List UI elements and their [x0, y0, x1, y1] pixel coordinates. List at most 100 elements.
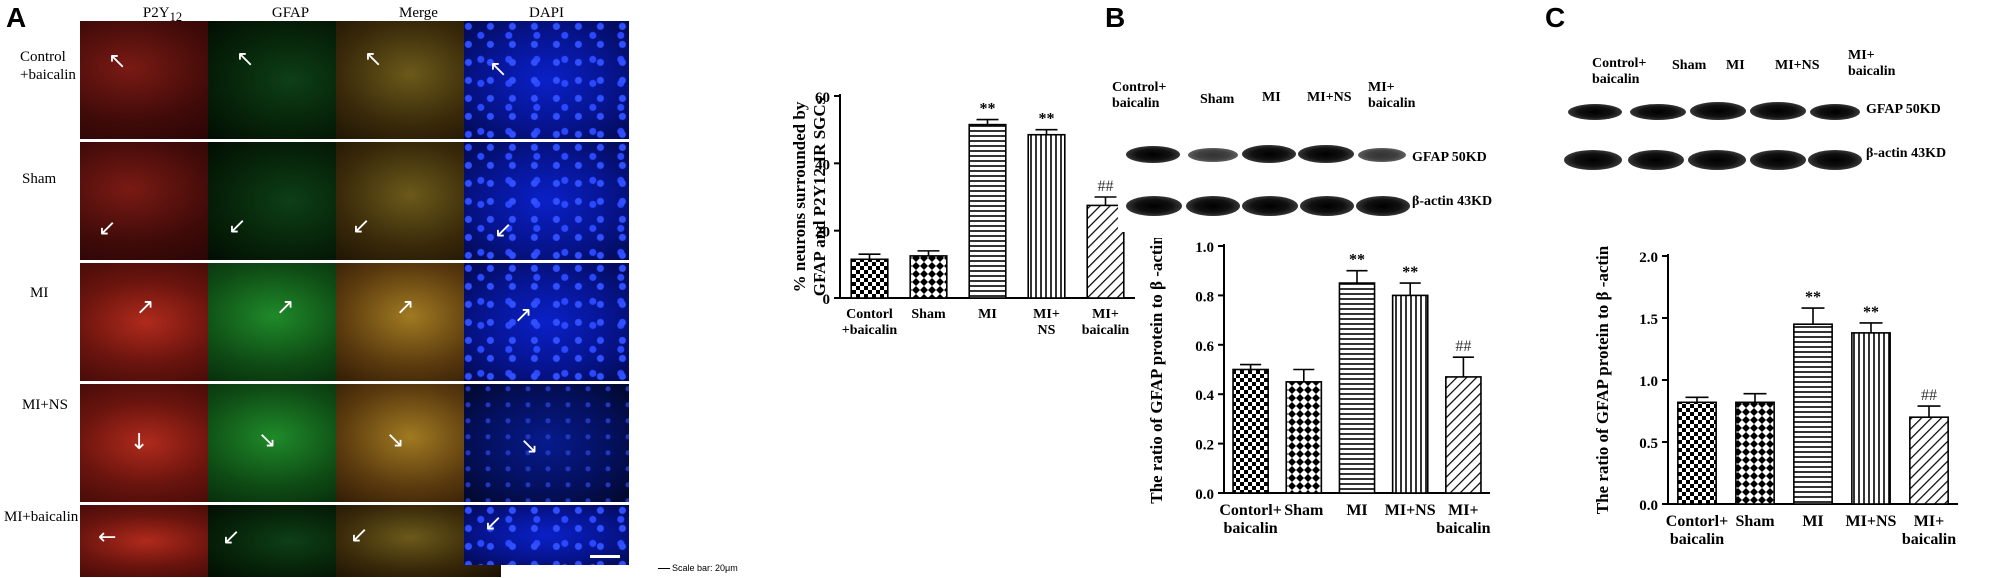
blot-band	[1564, 150, 1622, 170]
y-tick-label: 0.0	[1195, 487, 1214, 503]
bar	[1793, 323, 1833, 505]
y-tick-label: 0	[823, 292, 831, 308]
arrow-icon: ↗	[136, 295, 155, 320]
x-category-label: Sham	[911, 307, 946, 322]
chart-b: 0.0 0.2 0.4 0.6 0.8 1.0 The ratio of GFAP prot…	[1147, 238, 1491, 537]
blot-band	[1568, 104, 1622, 120]
bar	[1338, 282, 1376, 494]
western-blot-b	[1118, 140, 1410, 232]
blot-band	[1298, 145, 1354, 163]
bar	[968, 123, 1007, 299]
arrow-icon: ↗	[514, 303, 533, 328]
blot-band	[1630, 104, 1686, 120]
lane-label-line1: Control+	[1592, 56, 1647, 71]
blot-band	[1186, 196, 1240, 216]
x-category-label: MI	[978, 307, 997, 322]
arrow-icon: ←	[98, 525, 117, 550]
significance-label: ##	[1455, 338, 1471, 355]
scale-bar-line	[590, 555, 620, 558]
panel-b-letter: B	[1105, 2, 1126, 33]
x-category-label: +baicalin	[842, 323, 898, 338]
x-category-label: NS	[1038, 323, 1056, 338]
x-category-label: baicalin	[1223, 520, 1277, 537]
significance-label: **	[1349, 252, 1365, 269]
y-tick-label: 0.8	[1195, 289, 1214, 305]
column-header-dapi: DAPI	[528, 5, 564, 21]
lane-label-c-4: MI+NS	[1775, 58, 1820, 73]
western-blot-c	[1560, 100, 1862, 180]
lane-label-line2: baicalin	[1112, 96, 1160, 111]
x-category-label: MI+	[1033, 307, 1060, 322]
scale-bar-text: Scale bar: 20μm	[672, 563, 738, 573]
bar	[1445, 376, 1482, 494]
arrow-icon: ↖	[364, 47, 383, 72]
scale-bar-label: Scale bar: 20μm	[658, 563, 738, 573]
bar	[1909, 416, 1949, 505]
bar	[1851, 332, 1891, 505]
column-header-merge: Merge	[399, 5, 438, 21]
row-label-mi-ns: MI+NS	[22, 397, 68, 413]
blot-band	[1188, 148, 1238, 162]
y-axis-label: GFAP and P2Y12-IR SGCs	[810, 97, 829, 296]
band-label-gfap-b: GFAP 50KD	[1412, 150, 1487, 165]
blot-band	[1690, 102, 1746, 120]
x-category-label: MI+NS	[1846, 513, 1897, 530]
arrow-icon: ↓	[130, 430, 149, 455]
row-label-sham: Sham	[22, 171, 57, 187]
x-category-label: Contorl	[846, 307, 893, 322]
micrograph-dapi-mi-baicalin: ↙	[464, 505, 629, 565]
micrograph-dapi-mi-ns: ↘	[464, 384, 629, 502]
lane-label-c-1: Control+ baicalin	[1592, 56, 1646, 88]
chart-c: 0.0 0.5 1.0 1.5 2.0 The ratio of GFAP protein…	[1593, 245, 1958, 548]
y-tick-label: 0.2	[1195, 438, 1214, 454]
x-category-label: Sham	[1735, 513, 1775, 530]
arrow-icon: ↖	[489, 57, 508, 82]
arrow-icon: ↙	[228, 214, 247, 239]
lane-label-line1: MI+	[1848, 48, 1875, 63]
arrow-icon: ↖	[108, 49, 127, 74]
x-category-label: Contorl+	[1666, 513, 1728, 530]
arrow-icon: ↘	[520, 434, 539, 459]
y-axis-label: The ratio of GFAP protein to β -actin	[1593, 245, 1612, 514]
blot-band	[1750, 102, 1806, 120]
blot-band	[1808, 150, 1862, 170]
micrograph-dapi-mi: ↗	[464, 263, 629, 381]
row-label-control-baicalin: Control +baicalin	[20, 48, 76, 84]
significance-label: **	[1039, 111, 1055, 128]
arrow-icon: ↖	[236, 47, 255, 72]
lane-label-c-3: MI	[1726, 58, 1745, 73]
arrow-icon: ↗	[276, 295, 295, 320]
arrow-icon: ↙	[352, 214, 371, 239]
x-category-label: MI	[1802, 513, 1823, 530]
y-axis-label: The ratio of GFAP protein to β -actin	[1147, 238, 1166, 504]
x-category-label: MI+	[1448, 502, 1478, 519]
blot-band	[1242, 145, 1296, 163]
y-tick-label: 0.4	[1195, 388, 1214, 404]
blot-band	[1356, 196, 1410, 216]
column-header-gfap: GFAP	[271, 5, 310, 21]
blot-band	[1242, 196, 1298, 216]
arrow-icon: ↙	[98, 216, 117, 241]
bar	[1285, 381, 1323, 494]
lane-label-line2: baicalin	[1848, 64, 1896, 79]
y-tick-label: 40	[815, 157, 830, 173]
y-tick-label: 0.6	[1195, 339, 1214, 355]
blot-band	[1628, 150, 1684, 170]
y-tick-label: 20	[815, 225, 830, 241]
x-category-label: MI+	[1092, 307, 1119, 322]
lane-label-b-3: MI	[1262, 90, 1281, 105]
arrow-icon: ↘	[258, 428, 277, 453]
chart-a: 0 20 40 60 % neurons surrounded by GFAP and P…	[790, 90, 1135, 338]
y-tick-label: 0.5	[1639, 436, 1658, 452]
bar	[909, 255, 948, 299]
arrow-icon: ↙	[350, 523, 369, 548]
x-category-label: baicalin	[1670, 531, 1724, 548]
micrograph-dapi-control: ↖	[464, 21, 629, 139]
blot-band	[1126, 146, 1180, 163]
band-label-actin-b: β-actin 43KD	[1412, 194, 1493, 209]
row-label-line1: Control	[20, 49, 66, 65]
significance-label: **	[1863, 304, 1879, 321]
bar	[1391, 294, 1429, 494]
row-label-mi: MI	[30, 285, 49, 301]
blot-band	[1688, 150, 1746, 170]
